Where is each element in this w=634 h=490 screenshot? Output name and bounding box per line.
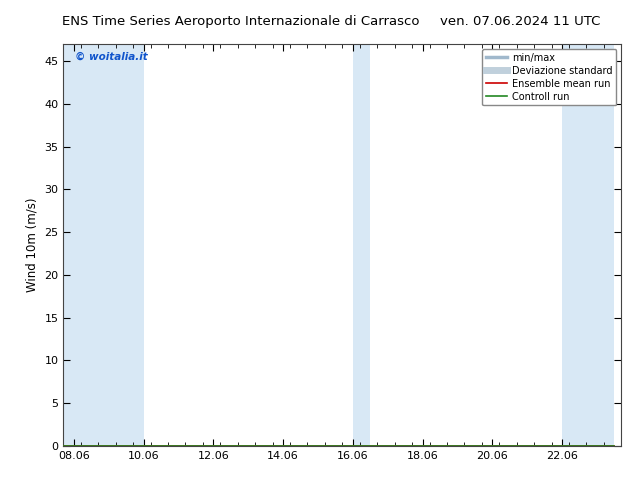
Bar <box>63 44 143 446</box>
Text: ENS Time Series Aeroporto Internazionale di Carrasco: ENS Time Series Aeroporto Internazionale… <box>62 15 420 28</box>
Text: © woitalia.it: © woitalia.it <box>75 52 147 62</box>
Bar <box>562 44 614 446</box>
Bar <box>353 44 370 446</box>
Y-axis label: Wind 10m (m/s): Wind 10m (m/s) <box>26 198 39 292</box>
Legend: min/max, Deviazione standard, Ensemble mean run, Controll run: min/max, Deviazione standard, Ensemble m… <box>482 49 616 105</box>
Text: ven. 07.06.2024 11 UTC: ven. 07.06.2024 11 UTC <box>440 15 600 28</box>
